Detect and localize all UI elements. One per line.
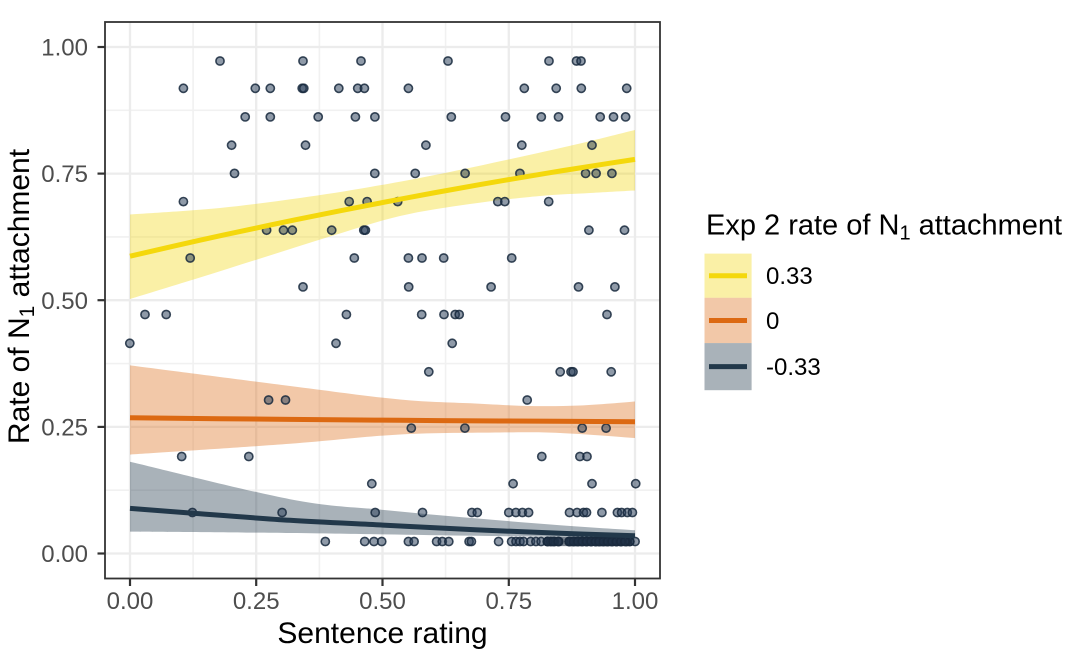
- svg-text:0.00: 0.00: [107, 588, 154, 615]
- svg-text:0.50: 0.50: [41, 288, 88, 315]
- svg-text:1.00: 1.00: [41, 35, 88, 62]
- svg-text:0.25: 0.25: [41, 414, 88, 441]
- svg-text:0.50: 0.50: [359, 588, 406, 615]
- svg-text:1.00: 1.00: [612, 588, 659, 615]
- svg-text:Exp 2 rate of N1 attachment: Exp 2 rate of N1 attachment: [706, 210, 1062, 245]
- svg-text:-0.33: -0.33: [766, 354, 821, 381]
- svg-text:0.00: 0.00: [41, 541, 88, 568]
- svg-text:0.25: 0.25: [233, 588, 280, 615]
- svg-text:Rate of N1 attachment: Rate of N1 attachment: [3, 148, 39, 444]
- svg-text:0.75: 0.75: [41, 161, 88, 188]
- svg-text:0: 0: [766, 308, 779, 335]
- svg-text:0.75: 0.75: [485, 588, 532, 615]
- svg-text:Sentence rating: Sentence rating: [277, 617, 487, 650]
- svg-text:0.33: 0.33: [766, 263, 813, 290]
